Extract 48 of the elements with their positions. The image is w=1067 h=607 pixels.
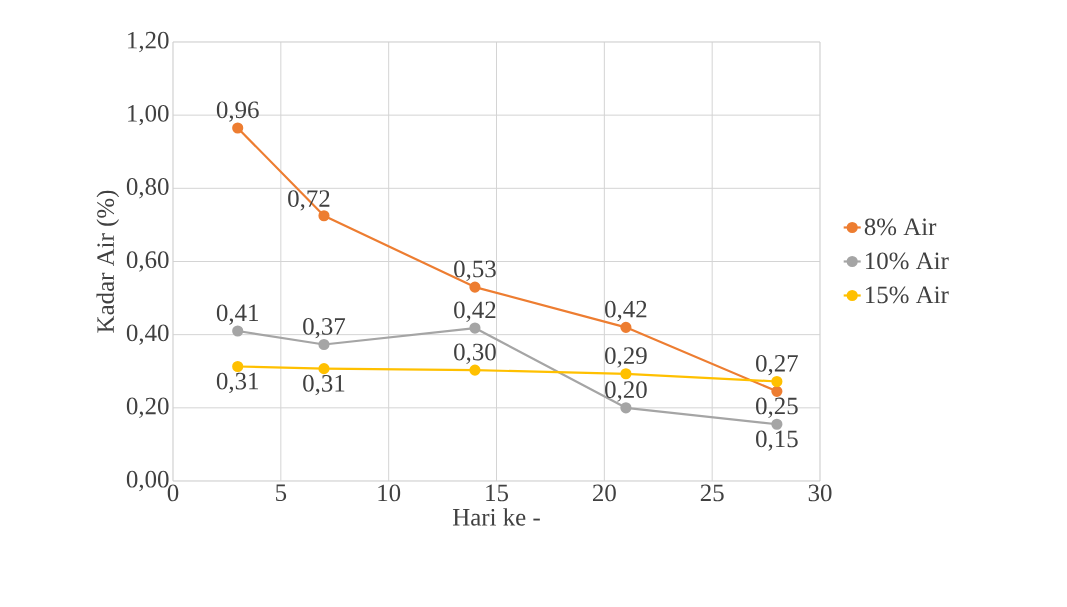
point [469,322,481,334]
point [318,363,330,375]
y-tick-label: 0,60 [126,251,169,272]
x-tick-label: 15 [486,484,508,502]
y-tick-label: 1,00 [128,104,169,126]
data-label: 0,30 [454,343,496,364]
point [620,368,632,380]
point [469,364,481,376]
data-label: 0,37 [303,317,346,339]
point [771,418,783,430]
data-label: 0,27 [756,354,798,376]
point [771,375,783,388]
data-label: 0,25 [756,397,798,418]
data-label: 0,20 [605,381,647,402]
data-label: 0,15 [756,430,798,451]
point [620,402,632,414]
legend-label: 10% Air [865,252,949,270]
point [232,325,244,337]
point [318,338,330,351]
data-label: 0,42 [454,301,496,322]
point [318,210,330,222]
point [232,360,244,373]
y-axis-title: Kadar Air (%) [96,190,120,333]
y-tick-label: 1,20 [128,31,169,53]
point [469,281,481,293]
legend-label: 15% Air [865,286,949,304]
data-label: 0,41 [216,304,258,325]
data-label: 0,29 [605,347,647,368]
data-label: 0,53 [454,260,496,281]
legend-label: 8% Air [864,218,937,236]
data-label: 0,31 [303,374,345,396]
data-label: 0,31 [216,372,258,394]
y-tick-label: 0,40 [126,324,169,345]
point [232,122,244,134]
x-axis-title: Hari ke - [452,508,540,526]
x-tick-label: 0 [167,484,179,502]
point [620,321,632,333]
data-label: 0,96 [216,101,259,122]
x-tick-label: 5 [276,484,287,502]
x-tick-label: 20 [592,484,616,502]
x-tick-label: 10 [378,484,401,502]
x-tick-label: 25 [700,484,724,502]
point [771,385,783,397]
y-tick-label: 0,80 [126,178,169,199]
x-tick-label: 30 [808,484,832,502]
y-tick-label: 0,00 [126,470,169,492]
data-label: 0,42 [605,300,647,322]
y-tick-label: 0,20 [126,397,169,419]
